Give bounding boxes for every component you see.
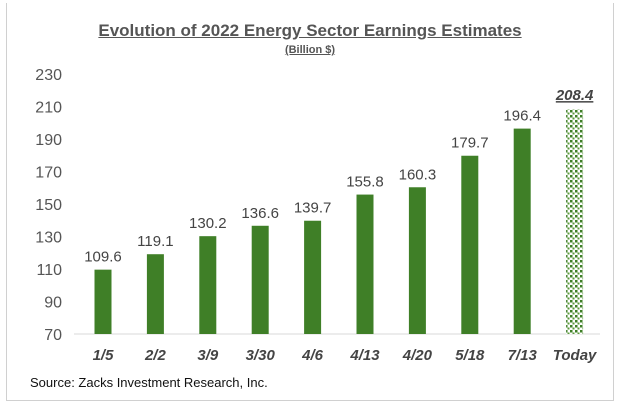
x-tick-label: 3/9 xyxy=(197,347,219,364)
x-tick-label: 5/18 xyxy=(455,347,485,364)
data-label: 109.6 xyxy=(84,249,122,266)
chart-title: Evolution of 2022 Energy Sector Earnings… xyxy=(98,21,522,40)
bar-Today xyxy=(566,109,584,334)
y-tick-label: 170 xyxy=(35,165,62,182)
chart-frame xyxy=(6,3,614,401)
data-label: 179.7 xyxy=(451,135,489,152)
data-label: 130.2 xyxy=(189,215,227,232)
x-tick-label: 7/13 xyxy=(508,347,538,364)
bar-3/9 xyxy=(199,236,217,334)
x-tick-label: 4/20 xyxy=(402,347,433,364)
bar-5/18 xyxy=(461,155,479,334)
y-tick-label: 90 xyxy=(44,295,62,312)
x-tick-label: 3/30 xyxy=(246,347,276,364)
y-tick-label: 70 xyxy=(44,327,62,344)
x-tick-label: 2/2 xyxy=(144,347,167,364)
bar-4/6 xyxy=(304,220,322,334)
chart-subtitle: (Billion $) xyxy=(284,44,336,56)
bar-4/13 xyxy=(356,194,374,334)
x-tick-label: 4/6 xyxy=(301,347,324,364)
bar-3/30 xyxy=(251,225,269,334)
bar-7/13 xyxy=(513,128,531,334)
y-tick-label: 130 xyxy=(35,230,62,247)
bar-1/5 xyxy=(94,269,112,334)
y-tick-label: 150 xyxy=(35,197,62,214)
y-tick-label: 190 xyxy=(35,132,62,149)
data-label: 136.6 xyxy=(241,205,279,222)
y-tick-label: 110 xyxy=(36,262,62,279)
y-tick-label: 230 xyxy=(35,67,62,84)
data-label: 119.1 xyxy=(137,233,173,250)
bar-4/20 xyxy=(408,187,426,334)
data-label: 139.7 xyxy=(294,200,332,217)
data-label: 160.3 xyxy=(399,166,437,183)
x-tick-label: Today xyxy=(553,347,597,364)
source-note: Source: Zacks Investment Research, Inc. xyxy=(30,375,268,390)
bar-2/2 xyxy=(146,254,164,334)
data-label: 196.4 xyxy=(503,108,541,125)
data-label: 155.8 xyxy=(346,174,384,191)
data-label: 208.4 xyxy=(555,87,594,104)
y-tick-label: 210 xyxy=(35,100,62,117)
x-tick-label: 4/13 xyxy=(349,347,380,364)
x-tick-label: 1/5 xyxy=(93,347,115,364)
